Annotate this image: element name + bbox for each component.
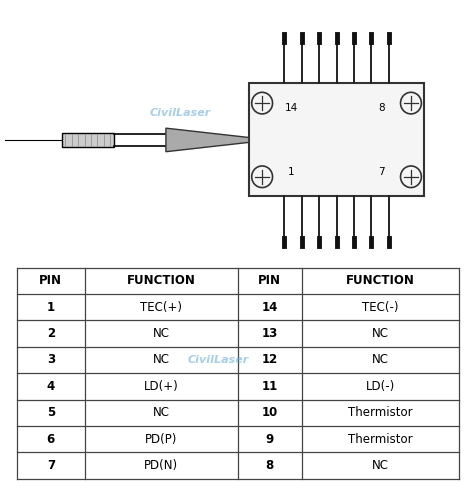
Text: 14: 14: [285, 103, 298, 113]
Circle shape: [252, 92, 273, 114]
Text: 12: 12: [262, 354, 278, 366]
Text: NC: NC: [372, 327, 389, 340]
Text: NC: NC: [372, 459, 389, 472]
Bar: [62, 133, 114, 147]
Bar: [249, 83, 424, 196]
Text: NC: NC: [153, 327, 170, 340]
Polygon shape: [166, 128, 249, 152]
Text: 6: 6: [47, 433, 55, 446]
Text: FUNCTION: FUNCTION: [346, 274, 415, 287]
Text: NC: NC: [372, 354, 389, 366]
Text: TEC(-): TEC(-): [362, 300, 399, 314]
Text: 8: 8: [265, 459, 274, 472]
Text: PD(N): PD(N): [145, 459, 179, 472]
Text: PIN: PIN: [39, 274, 63, 287]
Text: CivilLaser: CivilLaser: [187, 355, 249, 365]
Text: 13: 13: [262, 327, 278, 340]
Text: LD(-): LD(-): [366, 380, 395, 393]
Text: 11: 11: [262, 380, 278, 393]
Text: 2: 2: [47, 327, 55, 340]
Text: Thermistor: Thermistor: [348, 433, 413, 446]
Circle shape: [252, 166, 273, 188]
Text: 7: 7: [378, 167, 385, 177]
Text: 9: 9: [265, 433, 274, 446]
Text: 5: 5: [47, 406, 55, 419]
Text: 8: 8: [378, 103, 385, 113]
Circle shape: [401, 92, 421, 114]
Text: 7: 7: [47, 459, 55, 472]
Text: CivilLaser: CivilLaser: [149, 108, 211, 118]
Text: PIN: PIN: [258, 274, 281, 287]
Text: NC: NC: [153, 354, 170, 366]
Text: NC: NC: [153, 406, 170, 419]
Text: 4: 4: [47, 380, 55, 393]
Text: TEC(+): TEC(+): [140, 300, 182, 314]
Text: LD(+): LD(+): [144, 380, 179, 393]
Text: FUNCTION: FUNCTION: [127, 274, 196, 287]
Text: 10: 10: [262, 406, 278, 419]
Text: Thermistor: Thermistor: [348, 406, 413, 419]
Text: PD(P): PD(P): [145, 433, 178, 446]
Circle shape: [401, 166, 421, 188]
Text: 1: 1: [47, 300, 55, 314]
Text: 1: 1: [288, 167, 295, 177]
Text: 3: 3: [47, 354, 55, 366]
Text: 14: 14: [262, 300, 278, 314]
